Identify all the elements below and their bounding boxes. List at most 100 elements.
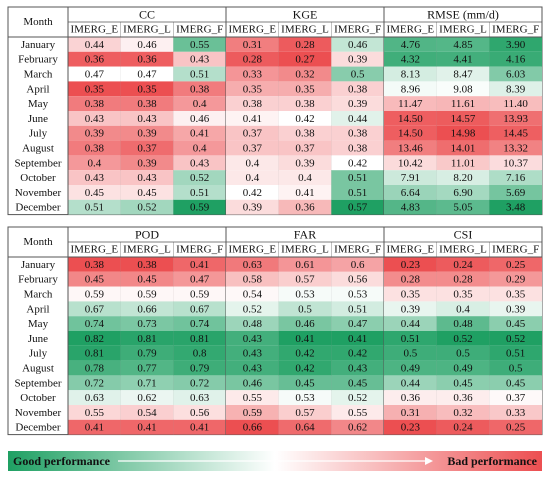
- sub-column-header: IMERG_F: [176, 24, 223, 36]
- heatmap-cell: [68, 316, 121, 331]
- heatmap-cell: [68, 286, 121, 302]
- cell-value: 0.38: [85, 143, 105, 155]
- heatmap-cell: [226, 140, 279, 156]
- cell-value: 0.44: [348, 113, 368, 125]
- cell-value: 0.81: [137, 333, 156, 345]
- heatmap-cell: [173, 111, 226, 126]
- cell-value: 0.51: [401, 333, 420, 345]
- heatmap-cell: [278, 185, 332, 200]
- sub-column-header: IMERG_F: [334, 244, 381, 256]
- heatmap-cell: [436, 81, 490, 97]
- heatmap-cell: [384, 271, 437, 287]
- cell-value: 0.43: [243, 363, 263, 375]
- heatmap-cell: [120, 316, 174, 331]
- heatmap-cell: [173, 419, 226, 435]
- heatmap-cell: [278, 155, 332, 171]
- sub-column-header: IMERG_E: [228, 24, 276, 36]
- cell-value: 0.29: [506, 274, 526, 286]
- cell-value: 0.42: [295, 113, 314, 125]
- heatmap-cell: [68, 331, 121, 346]
- cell-value: 0.53: [348, 289, 368, 301]
- heatmap-cell: [384, 199, 437, 215]
- heatmap-cell: [120, 257, 174, 272]
- month-label: June: [28, 333, 48, 345]
- cell-value: 0.59: [137, 289, 157, 301]
- heatmap-cell: [120, 345, 174, 361]
- heatmap-cell: [489, 140, 542, 156]
- heatmap-cell: [436, 286, 490, 302]
- month-label: January: [21, 39, 56, 51]
- heatmap-cell: [489, 257, 542, 272]
- cell-value: 0.39: [348, 54, 368, 66]
- heatmap-cell: [489, 66, 542, 82]
- cell-value: 0.44: [401, 377, 421, 389]
- month-label: May: [28, 318, 49, 330]
- heatmap-cell: [331, 170, 384, 185]
- row-header-month: Month: [23, 236, 53, 248]
- cell-value: 0.52: [348, 392, 367, 404]
- heatmap-cell: [68, 51, 121, 67]
- heatmap-cell: [226, 419, 279, 435]
- cell-value: 0.42: [348, 348, 367, 360]
- cell-value: 0.73: [137, 318, 157, 330]
- heatmap-cell: [436, 419, 490, 435]
- cell-value: 0.36: [453, 392, 473, 404]
- cell-value: 0.4: [87, 157, 101, 169]
- cell-value: 7.91: [401, 172, 420, 184]
- cell-value: 0.28: [401, 274, 421, 286]
- heatmap-cell: [226, 316, 279, 331]
- heatmap-cell: [173, 257, 226, 272]
- month-label: May: [28, 98, 49, 110]
- cell-value: 0.39: [401, 303, 421, 315]
- sub-column-header: IMERG_F: [176, 244, 223, 256]
- heatmap-cell: [120, 405, 174, 420]
- cell-value: 8.96: [401, 83, 421, 95]
- cell-value: 14.50: [398, 113, 423, 125]
- heatmap-cell: [436, 360, 490, 376]
- cell-value: 0.43: [85, 113, 105, 125]
- cell-value: 14.45: [503, 128, 528, 140]
- cell-value: 0.52: [137, 202, 156, 214]
- cell-value: 13.93: [503, 113, 528, 125]
- cell-value: 0.38: [348, 128, 368, 140]
- cell-value: 0.44: [401, 318, 421, 330]
- month-label: July: [29, 348, 48, 360]
- cell-value: 8.13: [401, 69, 421, 81]
- heatmap-cell: [436, 301, 490, 317]
- cell-value: 0.38: [295, 98, 315, 110]
- heatmap-cell: [331, 81, 384, 97]
- heatmap-cell: [173, 140, 226, 156]
- cell-value: 0.25: [506, 422, 526, 434]
- cell-value: 5.05: [453, 202, 473, 214]
- heatmap-cell: [436, 375, 490, 391]
- heatmap-cell: [120, 185, 174, 200]
- heatmap-cell: [120, 286, 174, 302]
- heatmap-cell: [331, 286, 384, 302]
- heatmap-cell: [384, 140, 437, 156]
- heatmap-cell: [331, 111, 384, 126]
- cell-value: 10.37: [503, 157, 528, 169]
- heatmap-cell: [226, 111, 279, 126]
- cell-value: 0.45: [85, 187, 105, 199]
- heatmap-cell: [68, 375, 121, 391]
- cell-value: 0.72: [85, 377, 104, 389]
- cell-value: 0.41: [295, 187, 314, 199]
- heatmap-cell: [436, 66, 490, 82]
- cell-value: 0.63: [190, 392, 210, 404]
- heatmap-cell: [226, 390, 279, 405]
- cell-value: 8.47: [453, 69, 473, 81]
- cell-value: 0.37: [137, 143, 157, 155]
- heatmap-cell: [331, 96, 384, 111]
- heatmap-cell: [278, 419, 332, 435]
- heatmap-cell: [278, 81, 332, 97]
- heatmap-cell: [489, 345, 542, 361]
- cell-value: 5.69: [506, 187, 526, 199]
- cell-value: 0.81: [190, 333, 209, 345]
- cell-value: 11.01: [451, 157, 475, 169]
- heatmap-cell: [436, 405, 490, 420]
- cell-value: 0.24: [453, 422, 473, 434]
- heatmap-cell: [68, 199, 121, 215]
- heatmap-cell: [120, 360, 174, 376]
- heatmap-cell: [173, 170, 226, 185]
- cell-value: 0.46: [295, 318, 315, 330]
